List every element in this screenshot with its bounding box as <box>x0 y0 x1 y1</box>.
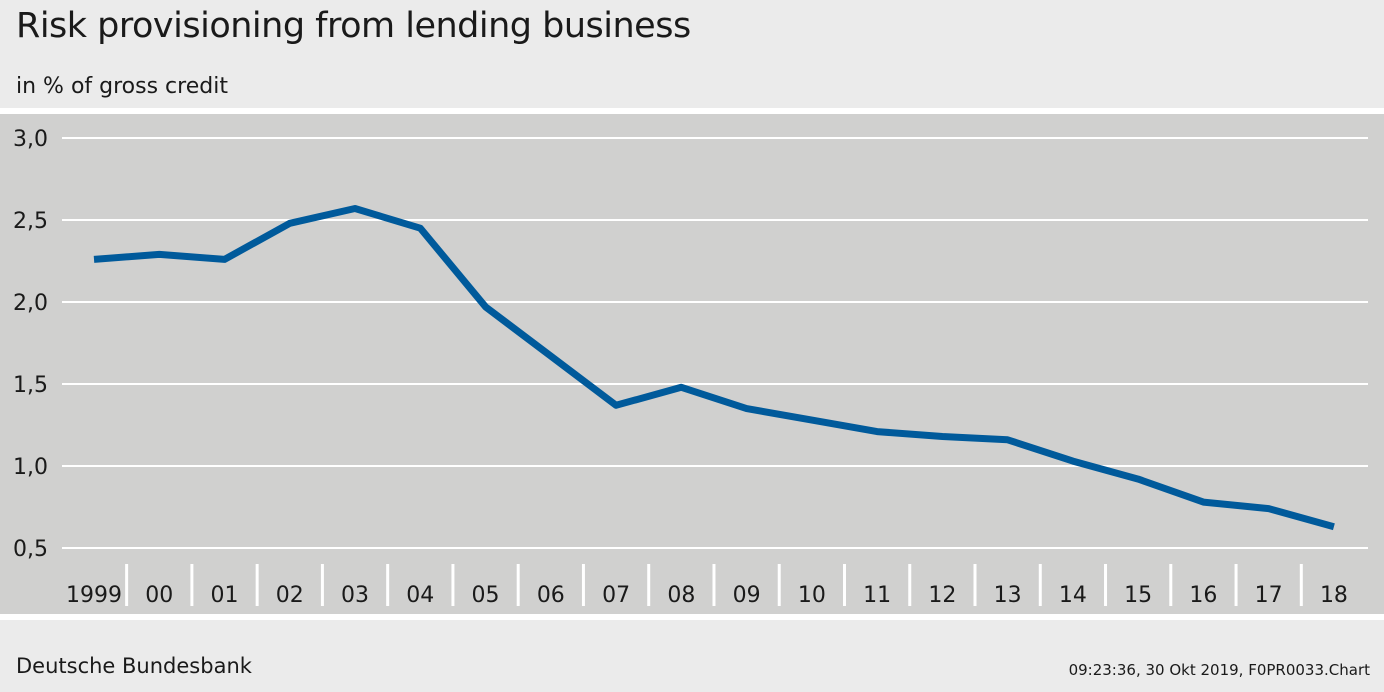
x-tick-label: 11 <box>863 583 891 608</box>
source-label: Deutsche Bundesbank <box>16 654 252 678</box>
timestamp-label: 09:23:36, 30 Okt 2019, F0PR0033.Chart <box>1068 661 1370 679</box>
y-tick-label: 2,5 <box>13 209 48 234</box>
y-tick-label: 1,0 <box>13 455 48 480</box>
x-tick-label: 08 <box>667 583 695 608</box>
x-tick-label: 05 <box>472 583 500 608</box>
y-tick-label: 2,0 <box>13 291 48 316</box>
x-tick-label: 00 <box>145 583 173 608</box>
x-tick-label: 15 <box>1124 583 1152 608</box>
x-tick-label: 17 <box>1255 583 1283 608</box>
x-tick-label: 10 <box>798 583 826 608</box>
x-tick-label: 12 <box>928 583 956 608</box>
x-tick-label: 14 <box>1059 583 1087 608</box>
x-tick-label: 13 <box>994 583 1022 608</box>
chart-subtitle: in % of gross credit <box>16 74 228 99</box>
x-tick-label: 1999 <box>66 583 122 608</box>
series-line <box>93 205 1335 531</box>
line-chart: 0,5 1,0 1,5 2,0 2,5 3,0 1999 00 01 02 03 04 05 06 07 0… <box>0 114 1384 614</box>
y-tick-label: 3,0 <box>13 127 48 152</box>
x-tick-label: 04 <box>406 583 434 608</box>
plot-background <box>0 114 1384 614</box>
x-tick-label: 03 <box>341 583 369 608</box>
top-divider <box>0 108 1384 114</box>
y-tick-label: 0,5 <box>13 537 48 562</box>
x-tick-label: 16 <box>1189 583 1217 608</box>
x-tick-label: 02 <box>276 583 304 608</box>
chart-title: Risk provisioning from lending business <box>16 6 691 46</box>
bottom-divider <box>0 614 1384 620</box>
y-tick-label: 1,5 <box>13 373 48 398</box>
x-tick-label: 06 <box>537 583 565 608</box>
x-tick-label: 07 <box>602 583 630 608</box>
x-tick-label: 18 <box>1320 583 1348 608</box>
x-tick-label: 01 <box>211 583 239 608</box>
x-tick-label: 09 <box>733 583 761 608</box>
